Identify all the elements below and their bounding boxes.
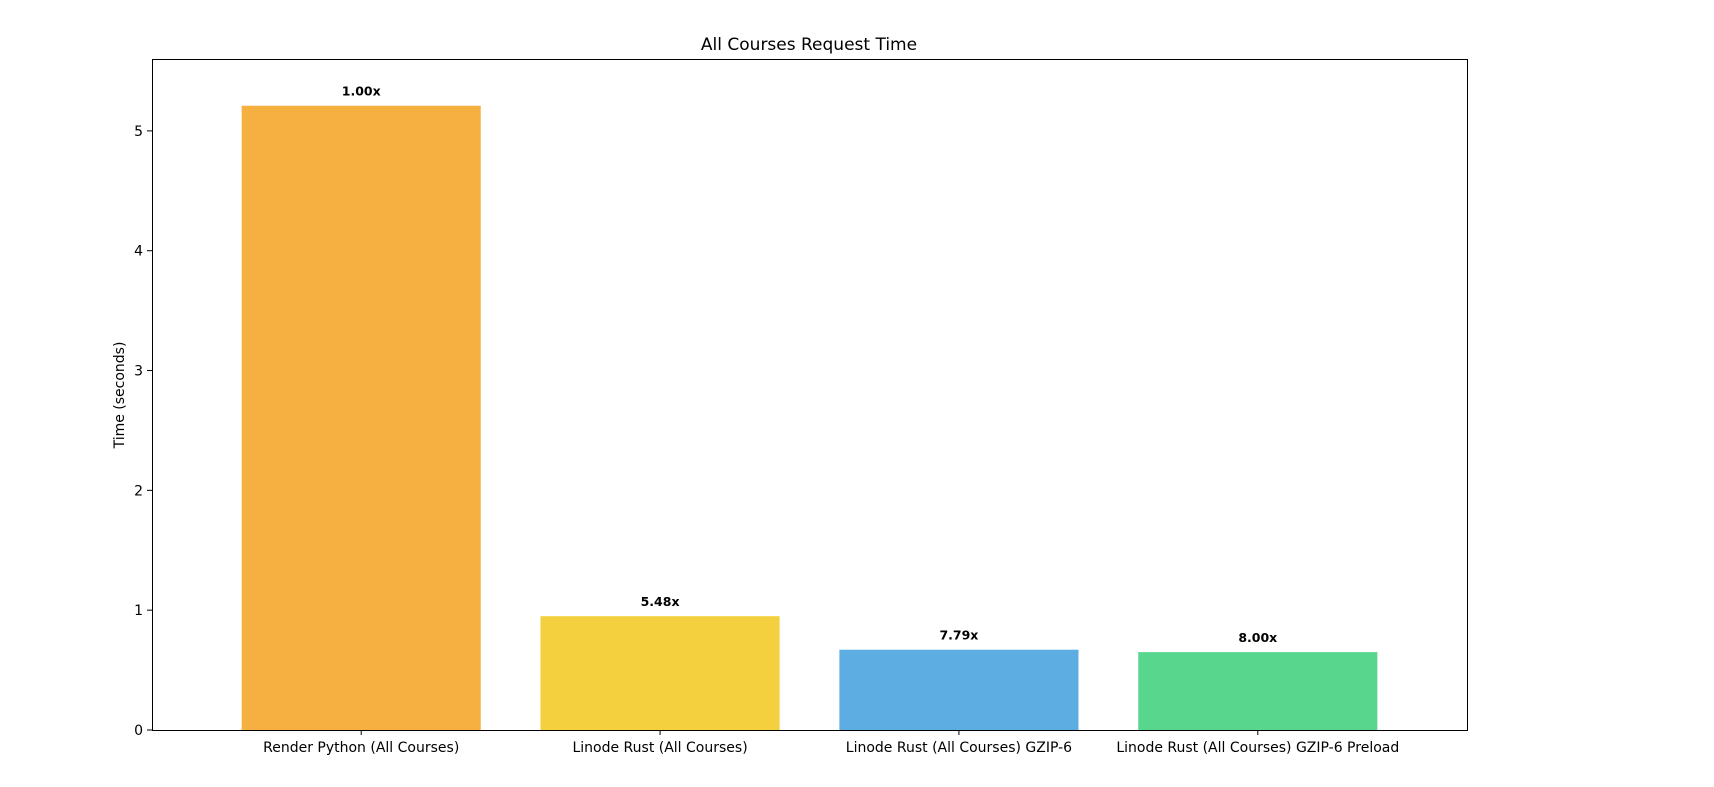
x-tick-label: Linode Rust (All Courses) GZIP-6 <box>846 740 1072 756</box>
y-axis-label: Time (seconds) <box>112 342 128 450</box>
bar <box>839 649 1079 730</box>
x-tick-label: Linode Rust (All Courses) GZIP-6 Preload <box>1116 740 1399 756</box>
bar-value-label: 7.79x <box>939 628 978 643</box>
bar-value-label: 1.00x <box>342 84 381 99</box>
bar <box>540 616 780 730</box>
chart-title: All Courses Request Time <box>701 35 917 55</box>
x-tick-label: Linode Rust (All Courses) <box>572 740 747 756</box>
bar <box>241 105 481 731</box>
bar <box>1138 652 1378 730</box>
y-tick-label: 0 <box>134 723 143 739</box>
y-tick-label: 1 <box>134 603 143 619</box>
bar-value-label: 5.48x <box>641 594 680 609</box>
plot-frame <box>152 59 1468 731</box>
bar-labels-group: 1.00x 5.48x 7.79x 8.00x <box>342 84 1277 645</box>
x-tick-label: Render Python (All Courses) <box>263 740 459 756</box>
y-tick-label: 4 <box>134 244 143 260</box>
bar-value-label: 8.00x <box>1238 630 1277 645</box>
y-axis: 0 1 2 3 4 5 <box>134 124 152 739</box>
y-tick-label: 5 <box>134 124 143 140</box>
y-tick-label: 3 <box>134 364 143 380</box>
bars-group <box>241 105 1378 731</box>
x-axis: Render Python (All Courses) Linode Rust (… <box>263 730 1399 756</box>
y-tick-label: 2 <box>134 483 143 499</box>
